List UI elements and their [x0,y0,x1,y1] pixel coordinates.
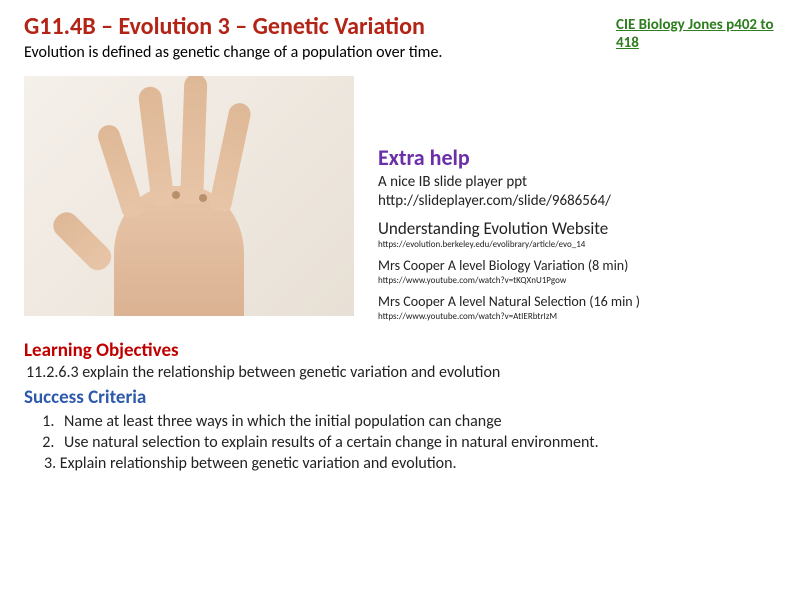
help-item-label: Understanding Evolution Website [378,218,776,239]
learning-objective-text: 11.2.6.3 explain the relationship betwee… [26,363,776,382]
help-item-url: https://www.youtube.com/watch?v=tKQXnU1P… [378,275,776,286]
extra-help-heading: Extra help [378,144,776,171]
learning-objectives-heading: Learning Objectives [24,339,776,362]
extra-help-section: Extra help A nice IB slide player ppthtt… [378,76,776,329]
help-item-label: Mrs Cooper A level Natural Selection (16… [378,293,776,310]
textbook-reference: CIE Biology Jones p402 to 418 [616,12,776,52]
page-subtitle: Evolution is defined as genetic change o… [24,43,616,62]
hand-polydactyly-image [24,76,354,316]
criteria-item: Use natural selection to explain results… [58,433,776,452]
help-item-label: Mrs Cooper A level Biology Variation (8 … [378,257,776,274]
page-title: G11.4B – Evolution 3 – Genetic Variation [24,12,616,41]
criteria-item: Name at least three ways in which the in… [58,412,776,431]
help-item-url: https://www.youtube.com/watch?v=AtIERbtr… [378,311,776,322]
success-criteria-heading: Success Criteria [24,386,776,409]
help-item-url: http://slideplayer.com/slide/9686564/ [378,192,776,210]
criteria-item-3: 3. Explain relationship between genetic … [44,454,776,473]
help-item-url: https://evolution.berkeley.edu/evolibrar… [378,239,776,250]
help-item-label: A nice IB slide player ppt [378,173,776,191]
